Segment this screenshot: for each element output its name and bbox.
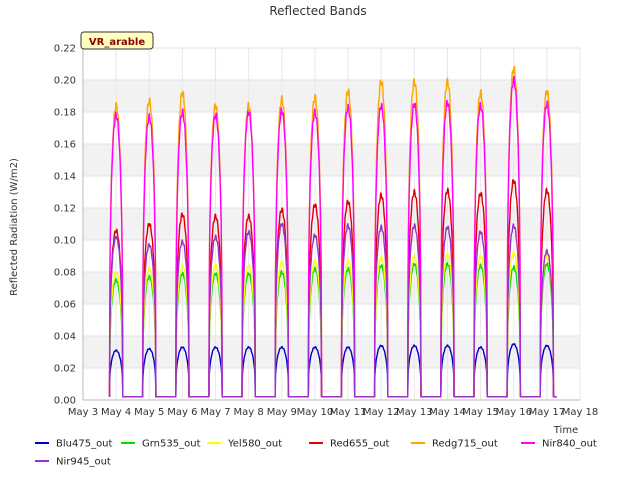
x-tick-label: May 4 xyxy=(101,407,131,418)
site-tag-text: VR_arable xyxy=(89,37,145,48)
series-lines xyxy=(108,66,557,398)
site-tag: VR_arable xyxy=(80,31,154,50)
y-tick-label: 0.04 xyxy=(54,332,76,343)
legend-label: Grn535_out xyxy=(142,439,201,450)
x-tick-label: May 3 xyxy=(68,407,98,418)
y-tick-label: 0.16 xyxy=(54,140,76,151)
x-tick-label: May 13 xyxy=(396,407,433,418)
x-axis-label: Time xyxy=(553,425,578,436)
legend: Blu475_out Grn535_out Yel580_out Red655_out… xyxy=(35,439,597,468)
y-tick-label: 0.02 xyxy=(54,364,76,375)
x-tick-label: May 7 xyxy=(200,407,230,418)
x-tick-label: May 15 xyxy=(462,407,499,418)
axes xyxy=(82,48,580,401)
plot-band xyxy=(83,272,580,304)
legend-label: Blu475_out xyxy=(56,439,113,450)
legend-label: Red655_out xyxy=(330,439,390,450)
y-tick-label: 0.10 xyxy=(54,236,76,247)
plot-background-bands xyxy=(83,80,580,368)
y-axis-label: Reflected Radiation (W/m2) xyxy=(9,158,20,296)
x-tick-label: May 6 xyxy=(167,407,197,418)
plot-band xyxy=(83,80,580,112)
x-tick-label: May 12 xyxy=(363,407,400,418)
y-tick-label: 0.22 xyxy=(54,44,76,55)
legend-label: Redg715_out xyxy=(432,439,498,450)
y-tick-label: 0.18 xyxy=(54,108,76,119)
x-tick-label: May 11 xyxy=(330,407,367,418)
x-tick-label: May 16 xyxy=(495,407,532,418)
legend-label: Nir840_out xyxy=(542,439,597,450)
x-tick-label: May 14 xyxy=(429,407,466,418)
x-tick-label: May 10 xyxy=(297,407,334,418)
x-tick-label: May 18 xyxy=(562,407,599,418)
y-tick-label: 0.14 xyxy=(54,172,76,183)
chart-title: Reflected Bands xyxy=(269,4,366,18)
y-tick-label: 0.00 xyxy=(54,396,76,407)
series-line-nir945-out xyxy=(108,222,557,398)
x-tick-labels: May 3 May 4 May 5 May 6 May 7 May 8 May 9 May 1… xyxy=(68,407,598,418)
plot-band xyxy=(83,336,580,368)
y-tick-label: 0.06 xyxy=(54,300,76,311)
plot-band xyxy=(83,208,580,240)
x-tick-label: May 17 xyxy=(529,407,566,418)
y-tick-label: 0.08 xyxy=(54,268,76,279)
legend-label: Yel580_out xyxy=(227,439,282,450)
plot-band xyxy=(83,144,580,176)
legend-label: Nir945_out xyxy=(56,457,111,468)
x-tick-label: May 8 xyxy=(234,407,264,418)
y-tick-label: 0.20 xyxy=(54,76,76,87)
y-tick-labels: 0.00 0.02 0.04 0.06 0.08 0.10 0.12 0.14 0.16 0.18… xyxy=(54,44,76,407)
x-tick-label: May 9 xyxy=(267,407,297,418)
y-tick-label: 0.12 xyxy=(54,204,76,215)
x-tick-label: May 5 xyxy=(134,407,164,418)
site-tag-box xyxy=(80,31,154,50)
